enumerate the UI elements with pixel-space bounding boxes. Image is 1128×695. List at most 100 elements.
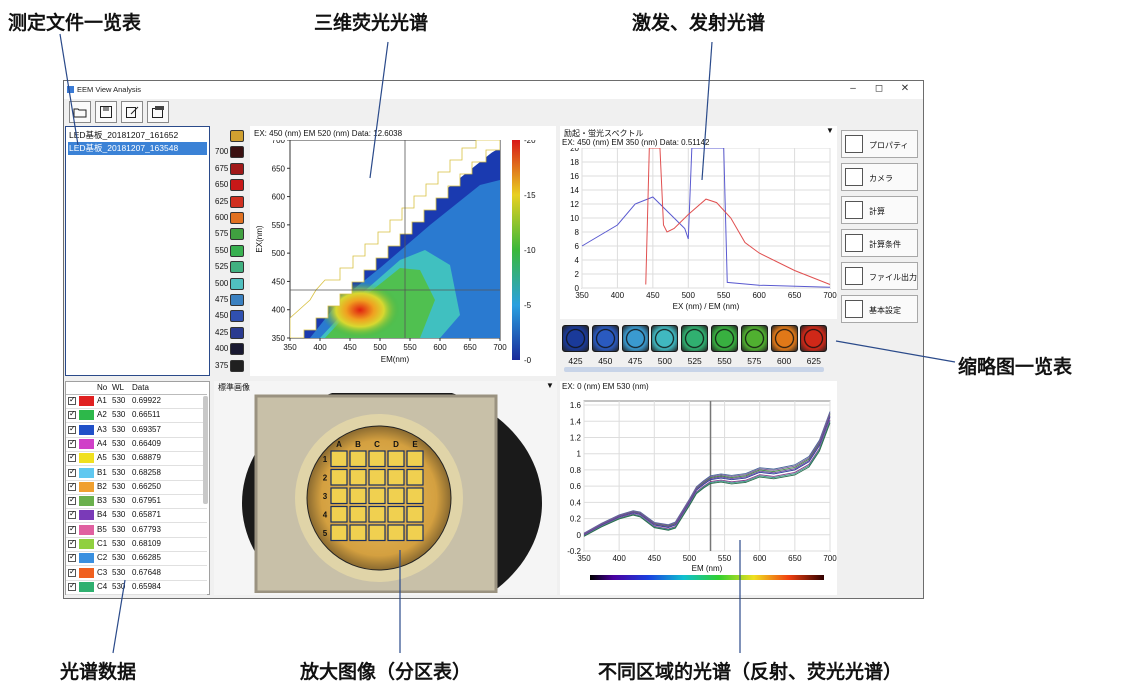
grid-cell[interactable] xyxy=(406,487,424,505)
table-row[interactable]: A1 530 0.69922 xyxy=(66,395,207,409)
table-row[interactable]: A2 530 0.66511 xyxy=(66,409,207,424)
grid-cell[interactable] xyxy=(349,487,367,505)
minimize-button[interactable]: – xyxy=(850,83,856,94)
grid-cell[interactable] xyxy=(368,487,386,505)
row-checkbox[interactable] xyxy=(68,552,76,563)
wavelength-item[interactable] xyxy=(214,128,247,144)
side-button-4[interactable]: 計算条件 xyxy=(841,229,918,257)
grid-cell[interactable] xyxy=(368,505,386,523)
wavelength-item[interactable]: 400 xyxy=(214,341,247,357)
edit-document-button[interactable] xyxy=(121,101,143,123)
grid-cell[interactable] xyxy=(406,450,424,468)
side-button-1[interactable]: プロパティ xyxy=(841,130,918,158)
table-row[interactable]: A3 530 0.69357 xyxy=(66,424,207,438)
grid-cell[interactable] xyxy=(406,524,424,542)
zoom-image[interactable]: A B C D E 1 2 3 4 5 xyxy=(214,393,557,593)
save-button[interactable] xyxy=(95,101,117,123)
thumbnail-item[interactable] xyxy=(770,325,798,352)
table-row[interactable]: B3 530 0.67951 xyxy=(66,495,207,510)
thumbnail-item[interactable] xyxy=(681,325,709,352)
wavelength-item[interactable]: 650 xyxy=(214,177,247,193)
grid-cell[interactable] xyxy=(368,468,386,486)
grid-cell[interactable] xyxy=(349,505,367,523)
grid-cell[interactable] xyxy=(387,505,405,523)
wavelength-item[interactable]: 375 xyxy=(214,358,247,374)
grid-cell[interactable] xyxy=(368,450,386,468)
grid-cell[interactable] xyxy=(330,524,348,542)
ex-em-spectrum-chart[interactable]: 350 400 450 500 550 600 650 7002018161412108642… xyxy=(560,148,837,318)
table-scrollbar[interactable] xyxy=(203,396,208,504)
row-checkbox[interactable] xyxy=(68,567,76,577)
grid-cell[interactable] xyxy=(330,468,348,486)
grid-cell[interactable] xyxy=(330,450,348,468)
row-checkbox[interactable] xyxy=(68,452,76,463)
thumbnail-scrollbar[interactable] xyxy=(564,367,824,372)
maximize-button[interactable]: ◻ xyxy=(874,83,884,94)
wavelength-item[interactable]: 575 xyxy=(214,226,247,242)
grid-cell[interactable] xyxy=(349,450,367,468)
wavelength-item[interactable]: 500 xyxy=(214,276,247,292)
eem-contour-map[interactable]: 350 400 450 500 550 600 650 700 700 650 600 550 500 4… xyxy=(250,140,556,376)
grid-cell[interactable] xyxy=(368,524,386,542)
wavelength-item[interactable]: 550 xyxy=(214,243,247,259)
thumbnail-item[interactable] xyxy=(740,325,768,352)
row-checkbox[interactable] xyxy=(68,509,76,520)
grid-cell[interactable] xyxy=(406,468,424,486)
thumbnail-item[interactable] xyxy=(800,325,828,352)
thumbnail-item[interactable] xyxy=(591,325,619,352)
grid-cell[interactable] xyxy=(330,487,348,505)
table-row[interactable]: B1 530 0.68258 xyxy=(66,467,207,481)
grid-cell[interactable] xyxy=(349,468,367,486)
wavelength-item[interactable]: 625 xyxy=(214,194,247,210)
table-row[interactable]: C4 530 0.65984 xyxy=(66,581,207,595)
row-checkbox[interactable] xyxy=(68,524,76,534)
table-row[interactable]: C1 530 0.68109 xyxy=(66,538,207,552)
image-dropdown-icon[interactable]: ▼ xyxy=(546,381,554,390)
table-row[interactable]: B5 530 0.67793 xyxy=(66,524,207,538)
spectrum-dropdown-icon[interactable]: ▼ xyxy=(826,126,834,135)
grid-cell[interactable] xyxy=(349,524,367,542)
region-spectra-chart[interactable]: 350 400 450 500 550 600 650 700 1.6 1.4 1.2 1 0.8 0.6… xyxy=(560,393,837,593)
file-item-1[interactable]: LED基板_20181207_161652 xyxy=(69,130,179,140)
open-folder-button[interactable] xyxy=(69,101,91,123)
thumbnail-item[interactable] xyxy=(621,325,649,352)
close-button[interactable]: ✕ xyxy=(900,83,910,94)
thumbnail-item[interactable] xyxy=(711,325,738,352)
table-row[interactable]: A4 530 0.66409 xyxy=(66,438,207,452)
grid-cell[interactable] xyxy=(406,505,424,523)
wavelength-item[interactable]: 600 xyxy=(214,210,247,226)
row-checkbox[interactable] xyxy=(68,495,76,506)
grid-cell[interactable] xyxy=(387,468,405,486)
side-button-3[interactable]: 計算 xyxy=(841,196,918,224)
row-checkbox[interactable] xyxy=(68,481,76,491)
file-item-2[interactable]: LED基板_20181207_163548 xyxy=(68,142,207,155)
table-row[interactable]: B2 530 0.66250 xyxy=(66,481,207,495)
side-button-5[interactable]: ファイル出力 xyxy=(841,262,918,290)
row-checkbox[interactable] xyxy=(68,424,76,434)
wavelength-item[interactable]: 475 xyxy=(214,292,247,308)
table-row[interactable]: B4 530 0.65871 xyxy=(66,509,207,524)
row-checkbox[interactable] xyxy=(68,467,76,477)
grid-cell[interactable] xyxy=(330,505,348,523)
wavelength-item[interactable]: 525 xyxy=(214,259,247,275)
row-checkbox[interactable] xyxy=(68,395,76,405)
grid-cell[interactable] xyxy=(387,450,405,468)
thumbnail-item[interactable] xyxy=(651,325,679,352)
wavelength-item[interactable]: 425 xyxy=(214,325,247,341)
thumbnail-item[interactable] xyxy=(562,325,589,352)
table-row[interactable]: A5 530 0.68879 xyxy=(66,452,207,467)
export-button[interactable] xyxy=(147,101,169,123)
row-checkbox[interactable] xyxy=(68,409,76,420)
side-button-2[interactable]: カメラ xyxy=(841,163,918,191)
table-row[interactable]: C2 530 0.66285 xyxy=(66,552,207,567)
wavelength-item[interactable]: 450 xyxy=(214,308,247,324)
table-row[interactable]: C3 530 0.67648 xyxy=(66,567,207,581)
grid-cell[interactable] xyxy=(387,487,405,505)
wavelength-item[interactable]: 675 xyxy=(214,161,247,177)
row-checkbox[interactable] xyxy=(68,581,76,591)
grid-cell[interactable] xyxy=(387,524,405,542)
row-checkbox[interactable] xyxy=(68,438,76,448)
row-checkbox[interactable] xyxy=(68,538,76,548)
side-button-6[interactable]: 基本設定 xyxy=(841,295,918,323)
wavelength-item[interactable]: 700 xyxy=(214,144,247,160)
